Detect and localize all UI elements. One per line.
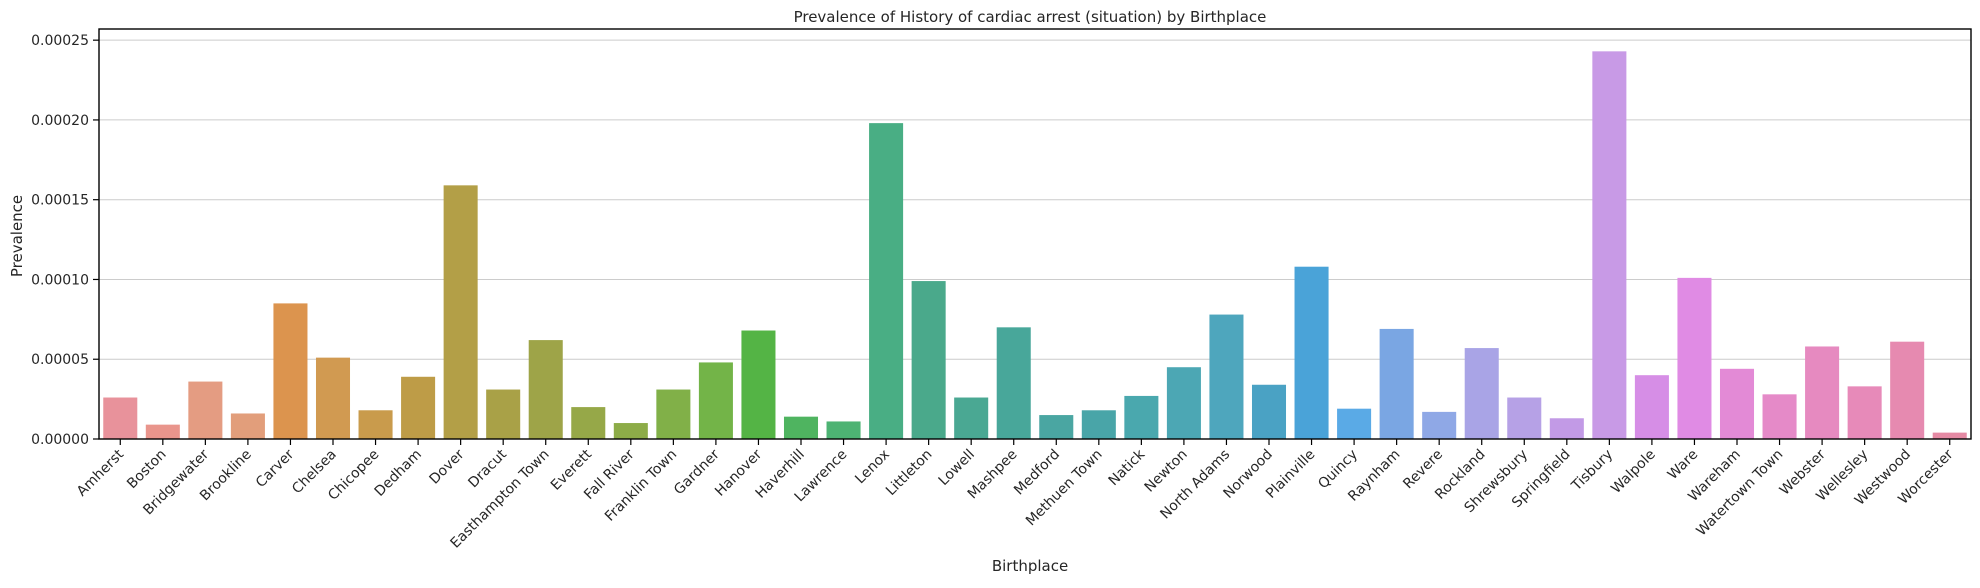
bar-worcester	[1932, 432, 1967, 439]
bar-north-adams	[1209, 314, 1244, 439]
bar-watertown-town	[1762, 394, 1797, 439]
bar-chicopee	[358, 410, 393, 439]
bar-fall-river	[613, 423, 648, 439]
bar-haverhill	[783, 416, 819, 439]
y-tick-label: 0.00005	[31, 352, 89, 368]
x-tick-label: Walpole	[1608, 447, 1658, 497]
bar-dedham	[401, 376, 436, 439]
bar-raynham	[1379, 328, 1414, 439]
bar-norwood	[1251, 384, 1287, 439]
bar-everett	[571, 407, 606, 439]
bar-wareham	[1719, 368, 1755, 439]
bar-walpole	[1634, 375, 1669, 439]
bar-gardner	[698, 362, 733, 439]
bar-westwood	[1890, 341, 1925, 439]
bar-littleton	[911, 281, 946, 439]
bar-mashpee	[996, 327, 1031, 439]
y-tick-label: 0.00000	[31, 432, 89, 448]
bar-dracut	[486, 389, 521, 439]
bar-springfield	[1549, 418, 1584, 439]
bar-dover	[443, 185, 478, 439]
bar-brookline	[230, 413, 265, 439]
bar-amherst	[103, 397, 138, 439]
bar-webster	[1805, 346, 1840, 439]
bar-shrewsbury	[1507, 397, 1542, 439]
bar-medford	[1039, 415, 1074, 439]
bar-carver	[273, 303, 308, 439]
y-tick-label: 0.00025	[31, 33, 89, 49]
x-tick-label: Dover	[426, 446, 467, 487]
bar-lenox	[869, 123, 904, 439]
x-tick-label: Lenox	[852, 447, 893, 488]
x-axis-label: Birthplace	[992, 557, 1068, 575]
x-tick-label: Amherst	[74, 446, 128, 500]
bar-rockland	[1464, 348, 1499, 439]
bar-tisbury	[1592, 51, 1627, 440]
bar-newton	[1166, 367, 1201, 439]
bar-bridgewater	[188, 381, 223, 439]
x-tick-label: Methuen Town	[1023, 447, 1106, 530]
y-tick-label: 0.00010	[31, 272, 89, 288]
bar-lawrence	[826, 421, 861, 439]
y-tick-label: 0.00020	[31, 113, 89, 129]
bar-methuen-town	[1081, 410, 1116, 439]
bar-chelsea	[315, 357, 351, 439]
bar-ware	[1677, 277, 1712, 439]
x-tick-label: Littleton	[883, 447, 935, 499]
bar-revere	[1422, 411, 1457, 439]
y-axis-label: Prevalence	[8, 195, 26, 277]
y-tick-label: 0.00015	[31, 193, 89, 209]
x-tick-label: Dedham	[372, 447, 425, 500]
y-axis: 0.00000 0.00005 0.00010 0.00015 0.00020 0.000…	[31, 33, 99, 448]
bar-easthampton-town	[528, 340, 563, 439]
chart-title: Prevalence of History of cardiac arrest …	[794, 8, 1267, 26]
bar-boston	[145, 424, 180, 439]
bar-plainville	[1294, 266, 1329, 439]
bar-natick	[1124, 395, 1159, 439]
x-axis: AmherstBostonBridgewaterBrooklineCarverC…	[74, 439, 1957, 552]
bars	[103, 51, 1967, 440]
bar-lowell	[954, 397, 989, 439]
bar-quincy	[1337, 408, 1372, 439]
plot-frame	[98, 28, 1972, 440]
x-tick-label: Ware	[1665, 447, 1701, 483]
x-tick-label: Lowell	[936, 447, 978, 489]
bar-wellesley	[1847, 386, 1882, 439]
bar-hanover	[741, 330, 776, 439]
bar-franklin-town	[656, 389, 691, 439]
